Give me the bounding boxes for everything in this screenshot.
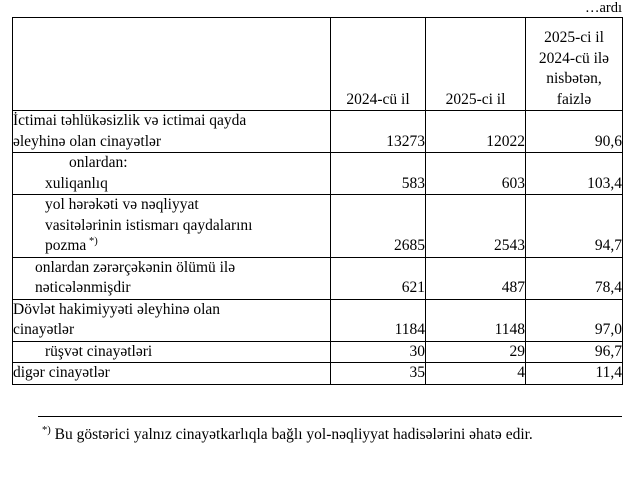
row-label: Dövlət hakimiyyəti əleyhinə olan cinayətl… [12, 298, 331, 342]
table-row: onlardan zərərçəkənin ölümü ilə nəticələn… [12, 256, 623, 300]
row-label-line: Dövlət hakimiyyəti əleyhinə olan [13, 300, 221, 318]
footnote-separator [38, 416, 622, 417]
cell-pct: 103,4 [525, 152, 623, 195]
column-header-percent: 2025-ci il 2024-cü ilə nisbətən, faizlə [525, 17, 623, 111]
row-label-line: onlardan: [69, 154, 128, 171]
cell-y2024: 583 [330, 152, 426, 195]
row-label-line: rüşvət cinayətləri [45, 342, 153, 360]
percent-header-line-4: faizlə [556, 90, 592, 108]
cell-y2024: 13273 [330, 110, 426, 153]
footnote: *) Bu göstərici yalnız cinayətkarlıqla b… [12, 424, 612, 446]
statistics-table: 2024-cü il 2025-ci il 2025-ci il 2024-cü… [12, 17, 623, 385]
column-header-2025: 2025-ci il [425, 17, 526, 111]
column-header-2024: 2024-cü il [330, 17, 426, 111]
row-label-line: digər cinayətlər [13, 364, 110, 381]
row-label-line: İctimai təhlükəsizlik və ictimai qayda [13, 112, 247, 129]
row-label: yol hərəkəti və nəqliyyat vasitələrinin i… [12, 194, 331, 258]
cell-y2024: 2685 [330, 194, 426, 258]
cell-y2025: 603 [425, 152, 526, 195]
continuation-note: …ardı [584, 0, 622, 16]
cell-pct: 78,4 [525, 256, 623, 300]
cell-y2024: 1184 [330, 298, 426, 342]
percent-header-line-2: 2024-cü ilə [538, 49, 610, 67]
cell-pct: 90,6 [525, 110, 623, 153]
percent-header-line-1: 2025-ci il [544, 29, 604, 46]
row-label: rüşvət cinayətləri [12, 340, 331, 363]
row-label-line: vasitələrinin istismarı qaydalarını [45, 216, 253, 234]
cell-pct: 97,0 [525, 298, 623, 342]
row-label: İctimai təhlükəsizlik və ictimai qayda əl… [12, 110, 331, 153]
column-header-label [12, 17, 331, 111]
cell-y2024: 30 [330, 340, 426, 363]
table-header-row: 2024-cü il 2025-ci il 2025-ci il 2024-cü… [12, 17, 623, 111]
row-label-line: cinayətlər [13, 321, 75, 338]
cell-y2025: 487 [425, 256, 526, 300]
table-row: Dövlət hakimiyyəti əleyhinə olan cinayətl… [12, 298, 623, 342]
row-label-line: onlardan zərərçəkənin ölümü ilə [35, 258, 236, 276]
row-label-line: əleyhinə olan cinayətlər [13, 132, 162, 150]
cell-y2024: 35 [330, 362, 426, 385]
cell-pct: 96,7 [525, 340, 623, 363]
row-label: digər cinayətlər [12, 362, 331, 385]
cell-y2025: 29 [425, 340, 526, 363]
percent-header-line-3: nisbətən, [546, 70, 602, 87]
table-body: İctimai təhlükəsizlik və ictimai qayda əl… [12, 110, 623, 385]
table-row: yol hərəkəti və nəqliyyat vasitələrinin i… [12, 194, 623, 258]
cell-pct: 11,4 [525, 362, 623, 385]
row-label-line: nəticələnmişdir [35, 279, 131, 296]
footnote-reference: *) [86, 235, 98, 247]
cell-y2025: 2543 [425, 194, 526, 258]
row-label-line: pozma *) [45, 235, 98, 254]
table-row: İctimai təhlükəsizlik və ictimai qayda əl… [12, 110, 623, 153]
cell-y2025: 12022 [425, 110, 526, 153]
table-row: rüşvət cinayətləri 30 29 96,7 [12, 340, 623, 363]
footnote-body: Bu göstərici yalnız cinayətkarlıqla bağl… [54, 426, 533, 443]
footnote-marker: *) [42, 424, 51, 436]
table-row: onlardan: xuliqanlıq 583 603 103,4 [12, 152, 623, 195]
cell-y2025: 1148 [425, 298, 526, 342]
cell-y2025: 4 [425, 362, 526, 385]
cell-pct: 94,7 [525, 194, 623, 258]
table-row: digər cinayətlər 35 4 11,4 [12, 362, 623, 385]
cell-y2024: 621 [330, 256, 426, 300]
row-label: onlardan: xuliqanlıq [12, 152, 331, 195]
row-label-line: xuliqanlıq [45, 174, 108, 192]
row-label: onlardan zərərçəkənin ölümü ilə nəticələn… [12, 256, 331, 300]
row-label-line: yol hərəkəti və nəqliyyat [45, 196, 199, 213]
